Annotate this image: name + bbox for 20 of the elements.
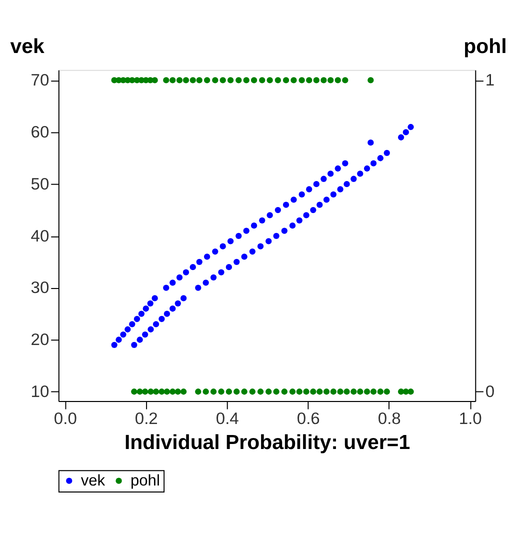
x-tick-label: 0.6 <box>296 408 320 428</box>
x-tick-label: 0.4 <box>216 408 239 428</box>
x-tick-label: 1.0 <box>458 408 482 428</box>
y-tick-label: 60 <box>30 122 50 142</box>
y-tick-label: 50 <box>30 174 50 194</box>
legend-label: pohl <box>130 472 160 490</box>
y2-tick-label: 0 <box>485 382 495 401</box>
y-tick-label: 70 <box>30 70 50 90</box>
legend-label: vek <box>80 472 106 490</box>
y-tick-label: 10 <box>30 382 50 401</box>
y2-tick-label: 1 <box>485 70 495 90</box>
x-tick-label: 0.8 <box>378 408 401 428</box>
x-axis-title: Individual Probability: uver=1 <box>124 431 410 454</box>
y-tick-label: 30 <box>30 278 50 298</box>
x-tick-label: 0.0 <box>54 408 77 428</box>
y-axis-title: vek <box>10 34 45 58</box>
x-tick-label: 0.2 <box>134 408 158 428</box>
y2-axis-title: pohl <box>464 34 507 58</box>
y-tick-label: 40 <box>30 226 50 246</box>
y-tick-label: 20 <box>30 330 50 350</box>
